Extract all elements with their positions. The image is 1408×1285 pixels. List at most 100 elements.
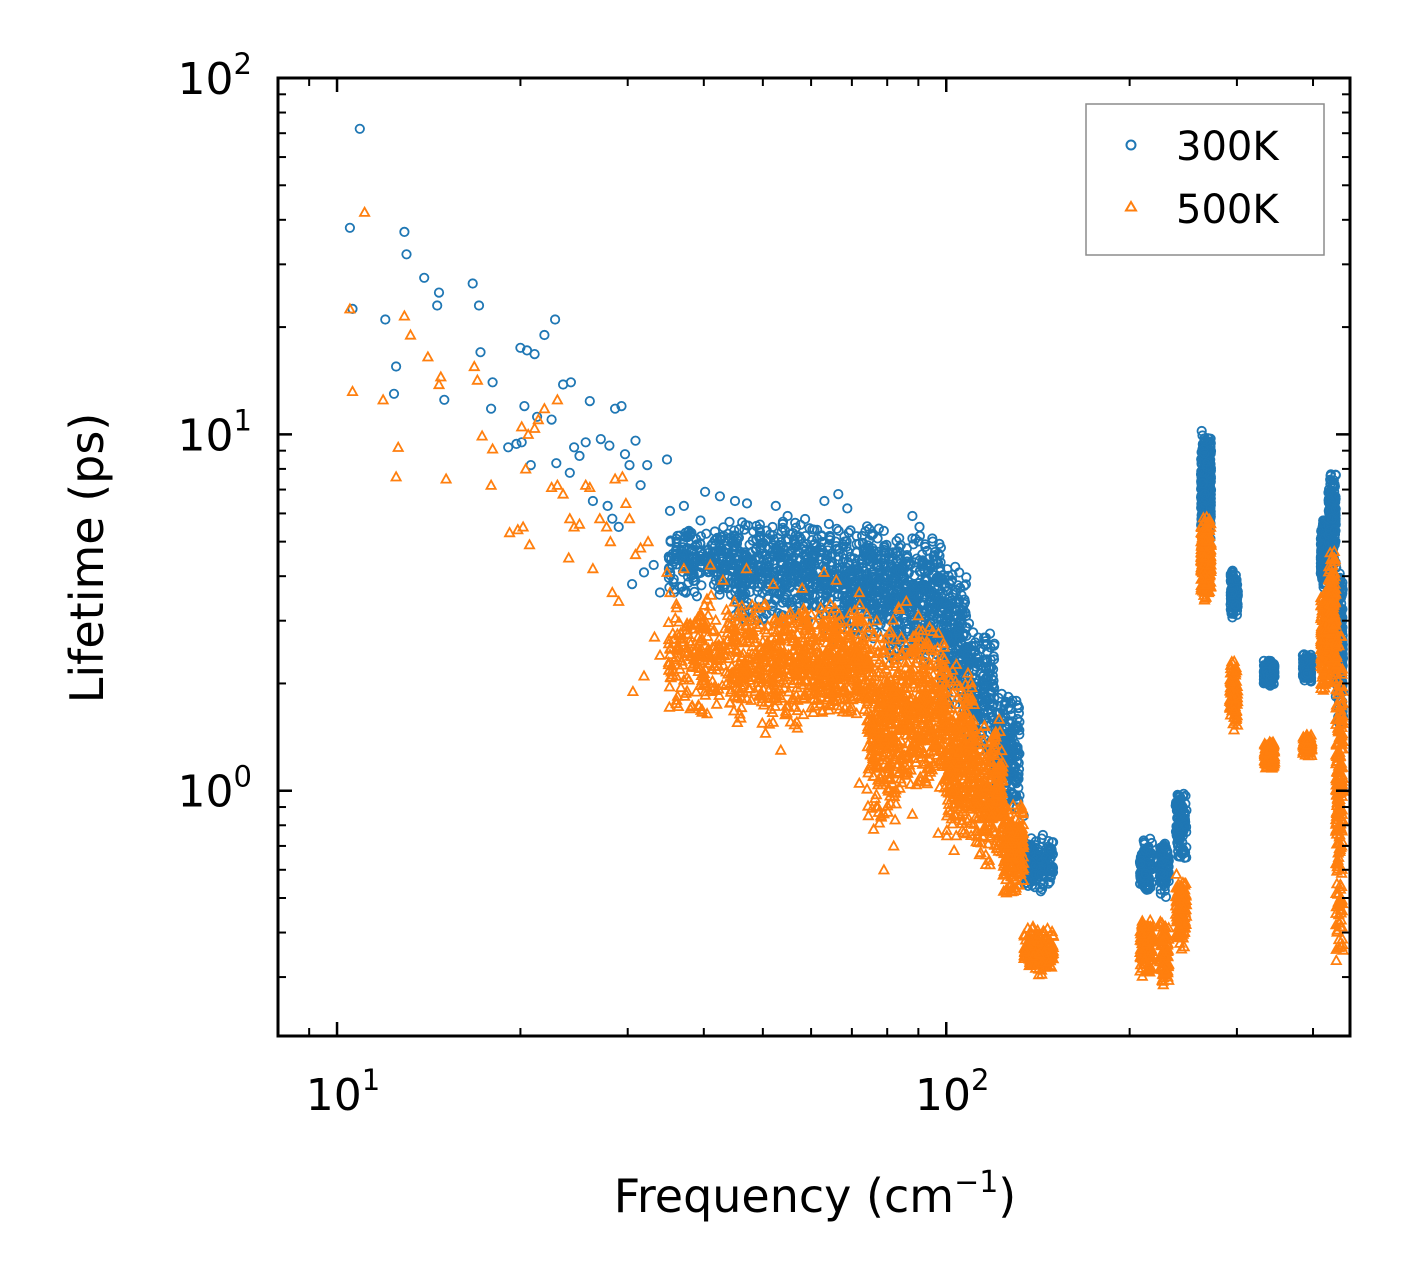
data-point-300k (712, 532, 723, 543)
data-point-300k (744, 539, 755, 550)
data-point-300k (695, 515, 706, 526)
data-point-300k (860, 526, 871, 537)
data-point-300k (565, 377, 577, 388)
data-point-300k (467, 278, 478, 289)
data-point-300k (790, 522, 802, 533)
data-point-300k (758, 537, 769, 549)
data-point-300k (865, 584, 877, 595)
data-point-300k (841, 536, 852, 547)
data-point-300k (671, 536, 682, 547)
data-point-500k (663, 680, 676, 692)
data-point-300k (777, 522, 789, 533)
data-point-300k (831, 543, 843, 554)
data-point-300k (861, 521, 873, 532)
data-point-300k (516, 437, 527, 448)
data-point-300k (731, 538, 743, 549)
data-point-300k (503, 442, 514, 453)
data-point-300k (838, 582, 849, 594)
data-point-300k (803, 590, 815, 602)
data-point-300k (626, 578, 638, 590)
data-point-300k (731, 577, 742, 588)
data-point-300k (783, 534, 794, 545)
data-point-300k (785, 557, 796, 568)
data-point-300k (584, 395, 595, 407)
data-point-300k (390, 361, 402, 372)
data-point-300k (678, 500, 690, 511)
data-point-300k (907, 510, 918, 522)
data-point-300k (833, 488, 844, 500)
data-point-300k (688, 575, 699, 587)
data-point-300k (473, 300, 485, 311)
data-point-300k (792, 547, 804, 558)
data-point-300k (661, 454, 673, 465)
data-point-300k (825, 532, 836, 543)
data-point-300k (848, 576, 859, 587)
data-point-300k (752, 585, 763, 597)
data-point-300k (399, 226, 410, 237)
data-point-300k (580, 437, 591, 448)
data-point-300k (665, 535, 676, 546)
data-point-300k (564, 467, 575, 478)
data-point-300k (519, 400, 530, 412)
data-point-300k (672, 530, 683, 541)
data-point-300k (635, 480, 646, 491)
data-point-300k (487, 377, 498, 388)
data-point-300k (684, 565, 695, 577)
data-point-300k (419, 272, 430, 283)
data-point-300k (674, 581, 685, 592)
data-point-300k (439, 394, 450, 405)
data-point-300k (786, 558, 798, 570)
data-point-300k (842, 503, 853, 514)
data-point-300k (638, 567, 650, 578)
data-point-300k (851, 547, 863, 558)
data-point-300k (777, 597, 788, 608)
data-point-300k (873, 523, 885, 534)
data-point-300k (821, 549, 833, 560)
data-point-300k (551, 458, 562, 469)
data-point-300k (602, 500, 613, 511)
data-point-300k (729, 495, 741, 507)
data-point-300k (680, 586, 692, 597)
data-point-300k (845, 525, 856, 536)
data-point-300k (805, 557, 816, 568)
data-point-300k (761, 549, 772, 560)
data-point-300k (799, 513, 811, 525)
data-point-300k (587, 495, 599, 507)
data-point-300k (866, 553, 878, 564)
data-point-300k (773, 588, 784, 599)
data-point-300k (714, 491, 726, 502)
data-point-300k (825, 560, 836, 571)
data-point-300k (699, 486, 711, 497)
data-point-300k (546, 414, 557, 425)
data-point-300k (607, 513, 618, 524)
data-point-300k (613, 521, 624, 533)
data-point-300k (619, 449, 631, 460)
data-point-300k (775, 558, 787, 569)
data-point-300k (767, 521, 778, 533)
data-point-300k (837, 556, 849, 568)
data-point-300k (719, 565, 731, 576)
data-point-300k (604, 440, 615, 451)
data-point-300k (740, 558, 751, 570)
data-point-300k (894, 533, 905, 544)
data-point-300k (549, 314, 561, 325)
data-point-300k (864, 596, 875, 607)
data-point-300k (868, 605, 880, 616)
data-point-300k (539, 329, 550, 341)
data-point-300k (804, 523, 815, 534)
data-point-300k (432, 300, 443, 311)
data-point-300k (701, 528, 712, 539)
data-point-300k (770, 500, 781, 511)
data-point-300k (790, 517, 801, 529)
data-point-300k (648, 559, 659, 571)
data-point-300k (738, 592, 750, 604)
data-point-300k (738, 582, 749, 593)
data-point-300k (787, 544, 798, 555)
data-point-300k (769, 558, 780, 569)
data-point-300k (687, 543, 698, 555)
data-point-300k (380, 314, 391, 325)
data-point-300k (683, 577, 694, 588)
data-point-300k (715, 554, 727, 565)
data-point-300k (724, 516, 735, 527)
data-point-300k (772, 533, 784, 544)
